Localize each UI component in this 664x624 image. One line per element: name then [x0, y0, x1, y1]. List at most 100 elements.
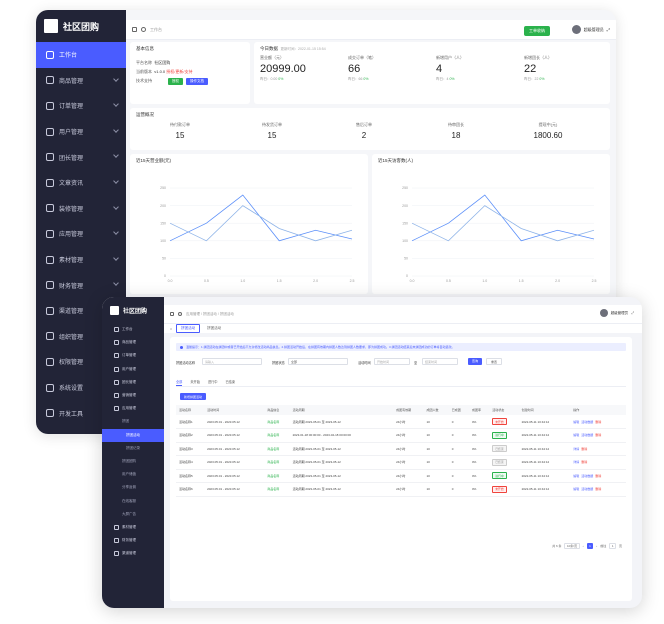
sidebar-item[interactable]: 用户管理 [36, 119, 126, 145]
status-tab[interactable]: 进行中 [207, 380, 218, 384]
row-action-link[interactable]: 详情 [573, 446, 580, 451]
sidebar-item[interactable]: 团长管理 [36, 144, 126, 170]
goto-input[interactable]: 1 [609, 543, 616, 549]
workorder-button[interactable]: 工单收纳 [524, 26, 550, 36]
status-tab[interactable]: 全部 [176, 380, 183, 386]
status-select[interactable]: 全部 [288, 358, 348, 365]
brand[interactable]: 社区团购 [36, 10, 126, 42]
row-action-link[interactable]: 编辑 [573, 473, 580, 478]
info-icon [180, 345, 183, 349]
sidebar-item[interactable]: 大屏广告 [102, 508, 164, 521]
prev-page-button[interactable]: ‹ [582, 544, 584, 548]
sidebar-item[interactable]: 在线客服 [102, 494, 164, 507]
refresh-icon[interactable] [141, 27, 146, 32]
row-action-link[interactable]: 删除 [595, 419, 602, 424]
sidebar-item[interactable]: 工作台 [102, 323, 164, 336]
sidebar-item[interactable]: 团长管理 [102, 376, 164, 389]
add-activity-button[interactable]: 新增拼团活动 [180, 393, 207, 400]
status-tab[interactable]: 已结束 [225, 380, 236, 384]
menu-item-icon [114, 393, 119, 399]
card-title: 运营概况 [136, 112, 154, 117]
reset-button[interactable]: 重置 [486, 358, 503, 365]
sidebar-item[interactable]: 分享返佣 [102, 481, 164, 494]
row-action-link[interactable]: 编辑 [573, 487, 580, 492]
sidebar-item[interactable]: 财务管理 [102, 534, 164, 547]
column-header: 已成团 [448, 405, 469, 415]
row-action-link[interactable]: 删除 [581, 460, 588, 465]
sidebar-item-label: 应用管理 [122, 406, 136, 411]
overview-item[interactable]: 提现中(元) 1800.60 [518, 122, 578, 140]
sidebar-item[interactable]: 渠道管理 [102, 547, 164, 560]
tab-activity-2[interactable]: 拼团活动 [207, 326, 222, 330]
time-start-input[interactable]: 开始时间 [374, 358, 410, 365]
overview-item[interactable]: 待审团长 18 [426, 122, 486, 140]
sidebar-item[interactable]: 开发工具 [36, 400, 126, 426]
status-tab[interactable]: 未开始 [190, 380, 200, 384]
sidebar-item[interactable]: 拼团团购 [102, 455, 164, 468]
search-button[interactable]: 查询 [468, 358, 483, 365]
row-action-link[interactable]: 删除 [581, 446, 588, 451]
docs-button[interactable]: 操作文档 [186, 78, 208, 85]
next-page-button[interactable]: › [596, 544, 598, 548]
sidebar-item[interactable]: 渠道管理 [36, 298, 126, 324]
user-menu[interactable]: 超级管理员 ⤢ [599, 309, 634, 317]
sidebar-item[interactable]: 用户管理 [102, 363, 164, 376]
sidebar-item[interactable]: 组织管理 [36, 324, 126, 350]
fullscreen-icon[interactable]: ⤢ [606, 27, 610, 32]
sidebar-item[interactable]: 装修管理 [36, 196, 126, 222]
cell-time: 2023.05.01 - 2023.05.12 [204, 428, 265, 443]
stat-prev: 昨日：66 [348, 77, 363, 81]
row-action-link[interactable]: 详情 [573, 460, 580, 465]
overview-item[interactable]: 售后订单 2 [334, 122, 394, 140]
cell-rate: 0% [469, 482, 490, 497]
brand[interactable]: 社区团购 [102, 297, 164, 323]
overview-item[interactable]: 待发货订单 15 [242, 122, 302, 140]
sidebar-item[interactable]: 商品管理 [102, 336, 164, 349]
sidebar-item[interactable]: 用户储值 [102, 468, 164, 481]
menu-fold-icon[interactable] [132, 27, 137, 32]
row-action-link[interactable]: 活动数据 [581, 419, 594, 424]
y-tick-label: 100 [160, 239, 166, 243]
tab-activity[interactable]: 拼团活动 [176, 324, 201, 333]
version-tag[interactable]: 授权/更新/支持 [166, 69, 193, 74]
time-end-input[interactable]: 结束时间 [422, 358, 458, 365]
sidebar-item[interactable]: 订单管理 [102, 349, 164, 362]
x-tick-label: 1.5 [519, 279, 524, 283]
sidebar-item[interactable]: 订单管理 [36, 93, 126, 119]
overview-item[interactable]: 待付款订单 15 [150, 122, 210, 140]
sidebar-item[interactable]: 财务管理 [36, 272, 126, 298]
page-size-select[interactable]: 10条/页 [564, 543, 580, 549]
fullscreen-icon[interactable]: ⤢ [631, 311, 634, 315]
user-menu[interactable]: 超级管理员 ⤢ [571, 25, 610, 34]
row-action-link[interactable]: 活动数据 [581, 473, 594, 478]
sidebar-item[interactable]: 拼团活动 [102, 428, 164, 442]
sidebar-item[interactable]: 应用管理 [36, 221, 126, 247]
sidebar-item[interactable]: 文章资讯 [36, 170, 126, 196]
refresh-icon[interactable] [178, 312, 182, 316]
menu-fold-icon[interactable] [170, 312, 174, 316]
page-number[interactable]: 1 [586, 543, 594, 549]
sidebar-item[interactable]: 素材管理 [102, 521, 164, 534]
cell-done: 0 [448, 482, 469, 497]
row-action-link[interactable]: 活动数据 [581, 487, 594, 492]
sidebar-item[interactable]: 素材管理 [36, 247, 126, 273]
sidebar-item[interactable]: 系统设置 [36, 375, 126, 401]
sidebar-item[interactable]: 工作台 [36, 42, 126, 68]
sidebar-item[interactable]: 商品管理 [36, 68, 126, 94]
row-action-link[interactable]: 删除 [595, 433, 602, 438]
stat-block: 新增团长（人） 22 昨日：22 0% [524, 55, 552, 82]
row-action-link[interactable]: 编辑 [573, 433, 580, 438]
sidebar-item-label: 拼团记录 [126, 445, 140, 450]
home-icon[interactable]: ⌂ [170, 326, 173, 331]
sidebar-item[interactable]: 应用管理 [102, 402, 164, 415]
name-input[interactable]: 请输入 [202, 358, 262, 365]
row-action-link[interactable]: 删除 [595, 487, 602, 492]
row-action-link[interactable]: 删除 [595, 473, 602, 478]
authorize-button[interactable]: 授权 [168, 78, 183, 85]
sidebar-item[interactable]: 拼团记录 [102, 442, 164, 455]
sidebar-item[interactable]: 营销管理 [102, 389, 164, 402]
row-action-link[interactable]: 活动数据 [581, 433, 594, 438]
sidebar-item[interactable]: 权限管理 [36, 349, 126, 375]
row-action-link[interactable]: 编辑 [573, 419, 580, 424]
sidebar-item[interactable]: 拼团 [102, 415, 164, 428]
